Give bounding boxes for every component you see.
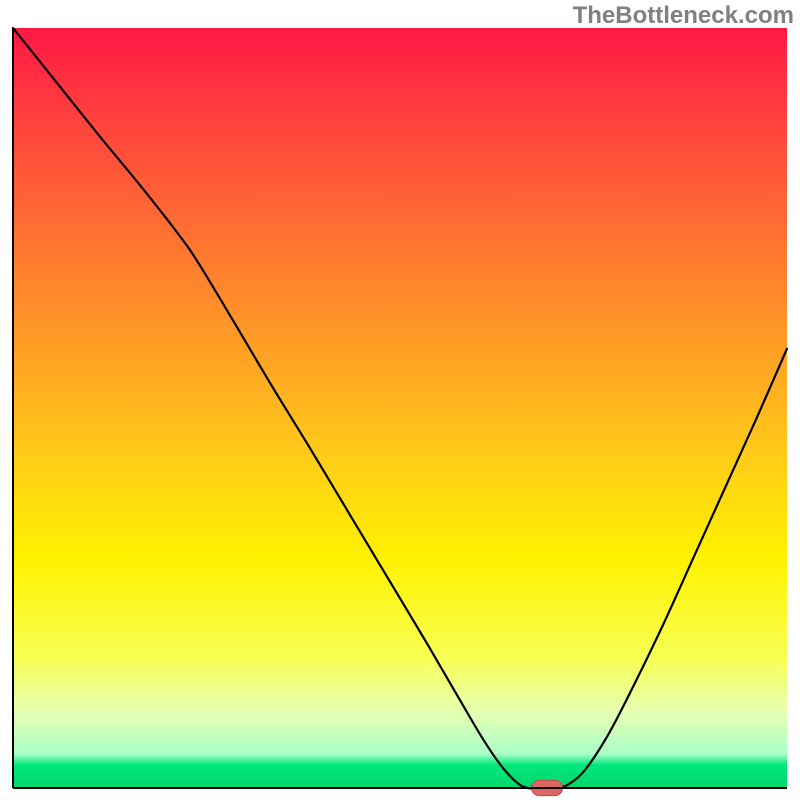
chart-svg — [0, 0, 800, 800]
attribution-text: TheBottleneck.com — [573, 2, 794, 30]
chart-container: TheBottleneck.com — [0, 0, 800, 800]
gradient-background — [13, 28, 787, 788]
